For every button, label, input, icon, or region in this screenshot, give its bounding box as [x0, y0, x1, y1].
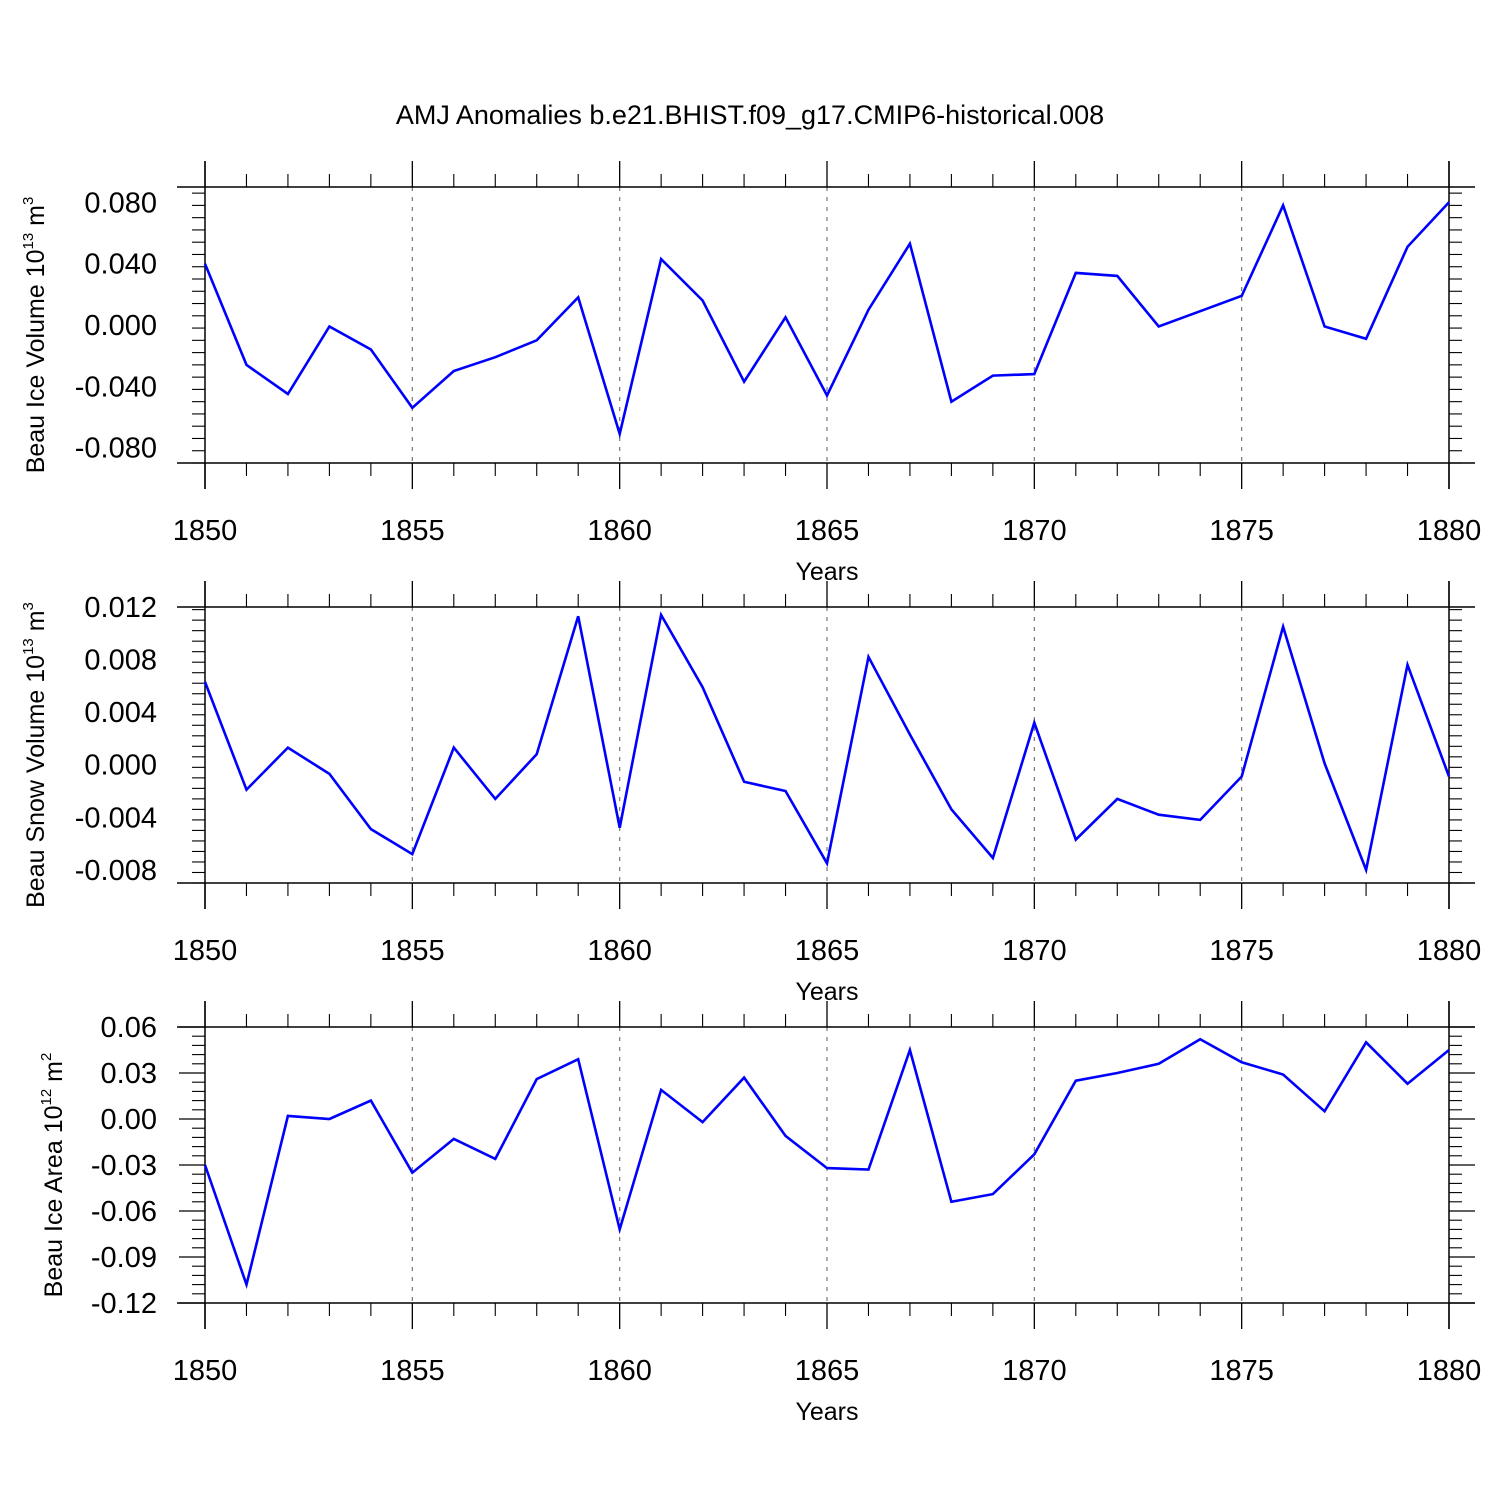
ice-area-x-tick-label: 1875 — [1209, 1355, 1274, 1387]
ice-area-x-tick-label: 1855 — [380, 1355, 445, 1387]
ice-volume-x-tick-label: 1850 — [173, 515, 238, 547]
snow-volume-y-tick-label: 0.000 — [84, 750, 157, 782]
ice-area-y-axis-label-part: 12 — [38, 1089, 55, 1106]
snow-volume-x-tick-label: 1875 — [1209, 935, 1274, 967]
ice-area-x-tick-label: 1880 — [1417, 1355, 1482, 1387]
ice-volume-y-tick-label: 0.000 — [84, 310, 157, 342]
ice-area-y-tick-label: -0.09 — [91, 1242, 157, 1274]
ice-area-y-tick-label: -0.03 — [91, 1150, 157, 1182]
snow-volume-x-tick-label: 1865 — [795, 935, 860, 967]
ice-volume-y-tick-label: 0.040 — [84, 249, 157, 281]
snow-volume-y-tick-label: -0.004 — [75, 802, 157, 834]
ice-volume-y-axis-label-part: m — [22, 205, 50, 233]
snow-volume-x-tick-label: 1855 — [380, 935, 445, 967]
ice-area-y-axis-label: Beau Ice Area 1012 m2 — [38, 1053, 68, 1298]
snow-volume-series-line — [203, 611, 1451, 875]
snow-volume-x-tick-label: 1850 — [173, 935, 238, 967]
panel-snow-volume: 0.012 0.008 0.004 0.000 -0.004 -0.008 1850 1855… — [20, 581, 1481, 1006]
snow-volume-y-tick-label: 0.012 — [84, 592, 157, 624]
panel-ice-area: 0.06 0.03 0.00 -0.03 -0.06 -0.09 -0.12 1850 1855… — [38, 1001, 1481, 1426]
ice-area-y-tick-label: 0.03 — [101, 1058, 157, 1090]
ice-volume-series-line — [203, 201, 1450, 439]
ice-area-x-tick-label: 1870 — [1002, 1355, 1067, 1387]
snow-volume-y-tick-label: 0.004 — [84, 697, 157, 729]
ice-area-series-line — [203, 1037, 1450, 1290]
snow-volume-y-axis-label-part: 13 — [20, 638, 37, 655]
ice-area-y-tick-label: 0.06 — [101, 1012, 157, 1044]
snow-volume-x-tick-label: 1880 — [1417, 935, 1482, 967]
ice-area-x-tick-label: 1850 — [173, 1355, 238, 1387]
panel-ice-volume: 0.080 0.040 0.000 -0.040 -0.080 1850 1855 1860 1… — [20, 161, 1481, 586]
ice-volume-x-tick-label: 1875 — [1209, 515, 1274, 547]
ice-area-x-axis-label: Years — [795, 1398, 858, 1426]
ice-area-y-tick-label: 0.00 — [101, 1104, 157, 1136]
snow-volume-y-axis-label-part: m — [22, 610, 50, 638]
snow-volume-y-axis-label: Beau Snow Volume 1013 m3 — [20, 602, 50, 908]
ice-volume-y-axis-label-part: Beau Ice Volume 10 — [22, 250, 50, 474]
snow-volume-y-axis-label-part: 3 — [20, 602, 37, 610]
ice-volume-x-tick-label: 1860 — [587, 515, 652, 547]
figure-title: AMJ Anomalies b.e21.BHIST.f09_g17.CMIP6-… — [396, 100, 1104, 130]
snow-volume-x-tick-label: 1860 — [587, 935, 652, 967]
ice-volume-y-tick-label: -0.040 — [75, 371, 157, 403]
ice-area-x-tick-label: 1860 — [587, 1355, 652, 1387]
ice-volume-x-tick-label: 1880 — [1417, 515, 1482, 547]
ice-area-y-tick-label: -0.12 — [91, 1288, 157, 1320]
ice-area-y-axis-label-part: Beau Ice Area 10 — [40, 1106, 68, 1298]
ice-volume-y-tick-label: 0.080 — [84, 187, 157, 219]
snow-volume-x-tick-label: 1870 — [1002, 935, 1067, 967]
ice-area-y-axis-label-part: 2 — [38, 1053, 55, 1061]
ice-volume-y-tick-label: -0.080 — [75, 433, 157, 465]
ice-area-y-tick-label: -0.06 — [91, 1196, 157, 1228]
ice-area-x-tick-label: 1865 — [795, 1355, 860, 1387]
ice-volume-y-axis-label: Beau Ice Volume 1013 m3 — [20, 197, 50, 474]
ice-volume-y-axis-label-part: 3 — [20, 197, 37, 205]
snow-volume-y-tick-label: 0.008 — [84, 645, 157, 677]
ice-volume-x-tick-label: 1865 — [795, 515, 860, 547]
ice-volume-x-tick-label: 1870 — [1002, 515, 1067, 547]
snow-volume-y-axis-label-part: Beau Snow Volume 10 — [22, 655, 50, 908]
ice-volume-y-axis-label-part: 13 — [20, 233, 37, 250]
ice-volume-x-tick-label: 1855 — [380, 515, 445, 547]
snow-volume-y-tick-label: -0.008 — [75, 855, 157, 887]
ice-area-y-axis-label-part: m — [40, 1061, 68, 1089]
